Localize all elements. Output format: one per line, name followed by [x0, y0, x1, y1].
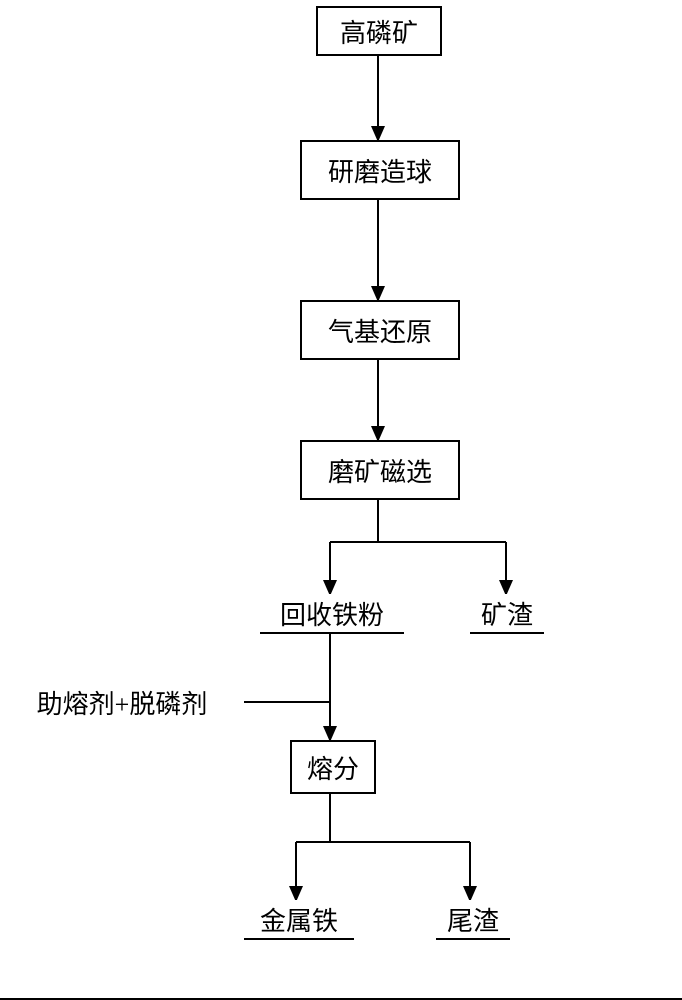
node-grinding-pelletizing: 研磨造球	[300, 140, 460, 200]
flowchart-canvas: 高磷矿 研磨造球 气基还原 磨矿磁选 回收铁粉 矿渣 助熔剂+脱磷剂 熔分 金属…	[0, 0, 682, 1000]
node-label: 高磷矿	[340, 13, 418, 50]
node-label: 磨矿磁选	[328, 452, 432, 489]
node-label: 矿渣	[481, 595, 533, 632]
node-label: 熔分	[307, 749, 359, 786]
node-label: 助熔剂+脱磷剂	[37, 684, 208, 721]
node-metallic-iron: 金属铁	[244, 900, 354, 940]
node-slag: 矿渣	[470, 594, 544, 634]
node-label: 回收铁粉	[280, 595, 384, 632]
node-label: 金属铁	[260, 901, 338, 938]
node-gas-based-reduction: 气基还原	[300, 300, 460, 360]
node-smelting-separation: 熔分	[290, 740, 376, 794]
node-grinding-magnetic-sep: 磨矿磁选	[300, 440, 460, 500]
node-label: 尾渣	[447, 901, 499, 938]
node-start-high-phosphorus-ore: 高磷矿	[316, 6, 442, 56]
node-recovered-iron-powder: 回收铁粉	[260, 594, 404, 634]
node-tailing-slag: 尾渣	[436, 900, 510, 940]
node-flux-dephosphorizer: 助熔剂+脱磷剂	[0, 680, 244, 724]
node-label: 气基还原	[328, 312, 432, 349]
node-label: 研磨造球	[328, 152, 432, 189]
